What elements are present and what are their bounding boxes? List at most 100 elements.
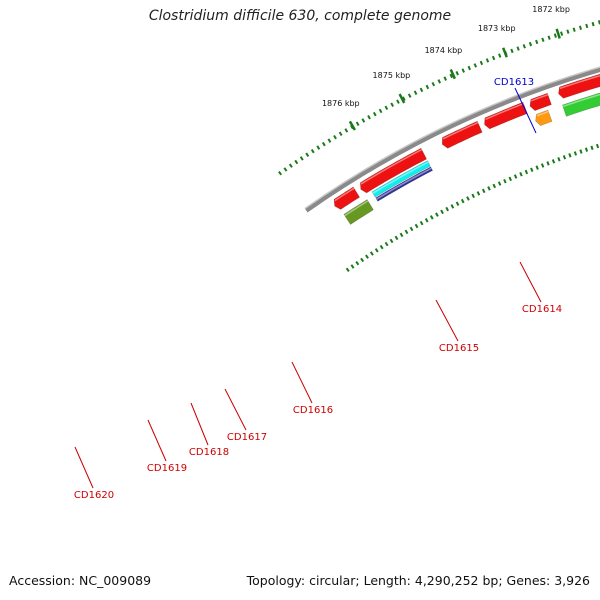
- scale-tick: [491, 55, 496, 61]
- scale-tick: [419, 87, 424, 93]
- scale-tick: [404, 229, 409, 235]
- gene-label-cd1616: CD1616: [293, 405, 333, 416]
- gene-label-cd1620: CD1620: [74, 490, 114, 501]
- gene-cd1616: [562, 92, 600, 117]
- scale-tick: [379, 244, 384, 250]
- scale-tick: [590, 145, 594, 151]
- scale-tick: [367, 115, 371, 120]
- scale-tick: [321, 141, 326, 147]
- leader-line-cd1613: [514, 87, 537, 134]
- scale-tick: [413, 90, 418, 95]
- scale-tick: [562, 155, 567, 160]
- gene-cd1617a: [529, 92, 552, 111]
- scale-tick: [455, 71, 459, 76]
- scale-tick: [389, 238, 394, 244]
- scale-tick: [481, 188, 486, 194]
- scale-tick: [355, 260, 360, 266]
- scale-tick: [396, 99, 400, 104]
- gene-label-cd1618: CD1618: [189, 447, 229, 458]
- major-tick: [348, 120, 356, 131]
- scale-tick: [425, 84, 430, 90]
- scale-tick: [492, 183, 497, 189]
- scale-tick: [390, 102, 394, 107]
- scale-tick: [355, 121, 360, 127]
- scale-tick: [519, 172, 523, 177]
- scale-tick: [449, 73, 453, 79]
- scale-tick: [479, 60, 484, 66]
- scale-tick: [450, 204, 455, 209]
- scale-tick: [485, 58, 490, 63]
- gene-label-cd1619: CD1619: [147, 463, 187, 474]
- scale-tick: [384, 241, 389, 247]
- gene-cd1619: [441, 120, 483, 149]
- scale-tick: [476, 191, 481, 196]
- gene-label-cd1613: CD1613: [494, 77, 534, 88]
- scale-tick: [361, 118, 366, 123]
- genome-summary-text: Topology: circular; Length: 4,290,252 bp…: [246, 573, 590, 588]
- scale-tick: [546, 161, 550, 166]
- scale-tick: [572, 27, 576, 32]
- scale-tick: [467, 65, 471, 71]
- backbone: [305, 68, 600, 213]
- scale-label: 1872 kbp: [532, 5, 570, 14]
- scale-tick: [424, 218, 429, 223]
- scale-tick: [524, 169, 529, 175]
- major-tick: [555, 28, 561, 39]
- scale-tick: [369, 251, 374, 256]
- scale-tick: [333, 134, 337, 140]
- scale-tick: [455, 201, 460, 206]
- scale-tick: [305, 152, 310, 157]
- scale-tick: [431, 81, 436, 87]
- scale-tick: [299, 156, 304, 161]
- scale-tick: [345, 267, 350, 273]
- inner-scale-ring: [345, 143, 600, 273]
- major-tick: [502, 47, 508, 58]
- scale-tick: [528, 41, 533, 47]
- scale-tick: [541, 37, 545, 43]
- scale-tick: [473, 63, 478, 68]
- gene-cd1617: [535, 109, 553, 126]
- major-tick: [449, 69, 456, 80]
- scale-tick: [445, 206, 450, 212]
- leader-line-cd1615: [435, 299, 459, 342]
- scale-tick: [419, 220, 424, 226]
- scale-tick: [365, 254, 369, 259]
- scale-tick: [429, 215, 434, 220]
- scale-tick: [591, 21, 595, 27]
- scale-tick: [535, 39, 539, 45]
- scale-tick: [503, 178, 507, 184]
- scale-tick: [316, 145, 321, 150]
- map-title: Clostridium difficile 630, complete geno…: [148, 8, 452, 24]
- gene-label-cd1617: CD1617: [227, 432, 267, 443]
- scale-tick: [516, 46, 520, 51]
- scale-tick: [557, 157, 561, 162]
- scale-tick: [372, 111, 377, 117]
- scale-tick: [497, 181, 502, 186]
- leader-line-cd1617: [224, 388, 247, 431]
- scale-tick: [402, 96, 406, 101]
- scale-tick: [513, 174, 518, 179]
- scale-tick: [350, 264, 355, 269]
- scale-tick: [585, 23, 589, 29]
- scale-tick: [360, 257, 365, 263]
- scale-tick: [498, 53, 502, 58]
- gene-edge-olive: [343, 199, 374, 225]
- scale-tick: [344, 128, 349, 133]
- scale-tick: [560, 31, 564, 36]
- scale-tick: [327, 138, 332, 143]
- scale-tick: [579, 149, 583, 154]
- scale-tick: [443, 76, 447, 81]
- scale-tick: [573, 151, 578, 156]
- leader-line-cd1619: [147, 419, 167, 462]
- scale-tick: [440, 209, 444, 215]
- scale-tick: [288, 163, 293, 168]
- gene-cd1620-band-navy: [375, 166, 434, 202]
- scale-tick: [414, 223, 419, 229]
- scale-tick: [508, 176, 512, 182]
- scale-tick: [374, 248, 379, 253]
- accession-text: Accession: NC_009089: [9, 573, 152, 588]
- scale-tick: [584, 147, 589, 152]
- scale-tick: [407, 93, 412, 98]
- gene-edge-red: [333, 186, 361, 210]
